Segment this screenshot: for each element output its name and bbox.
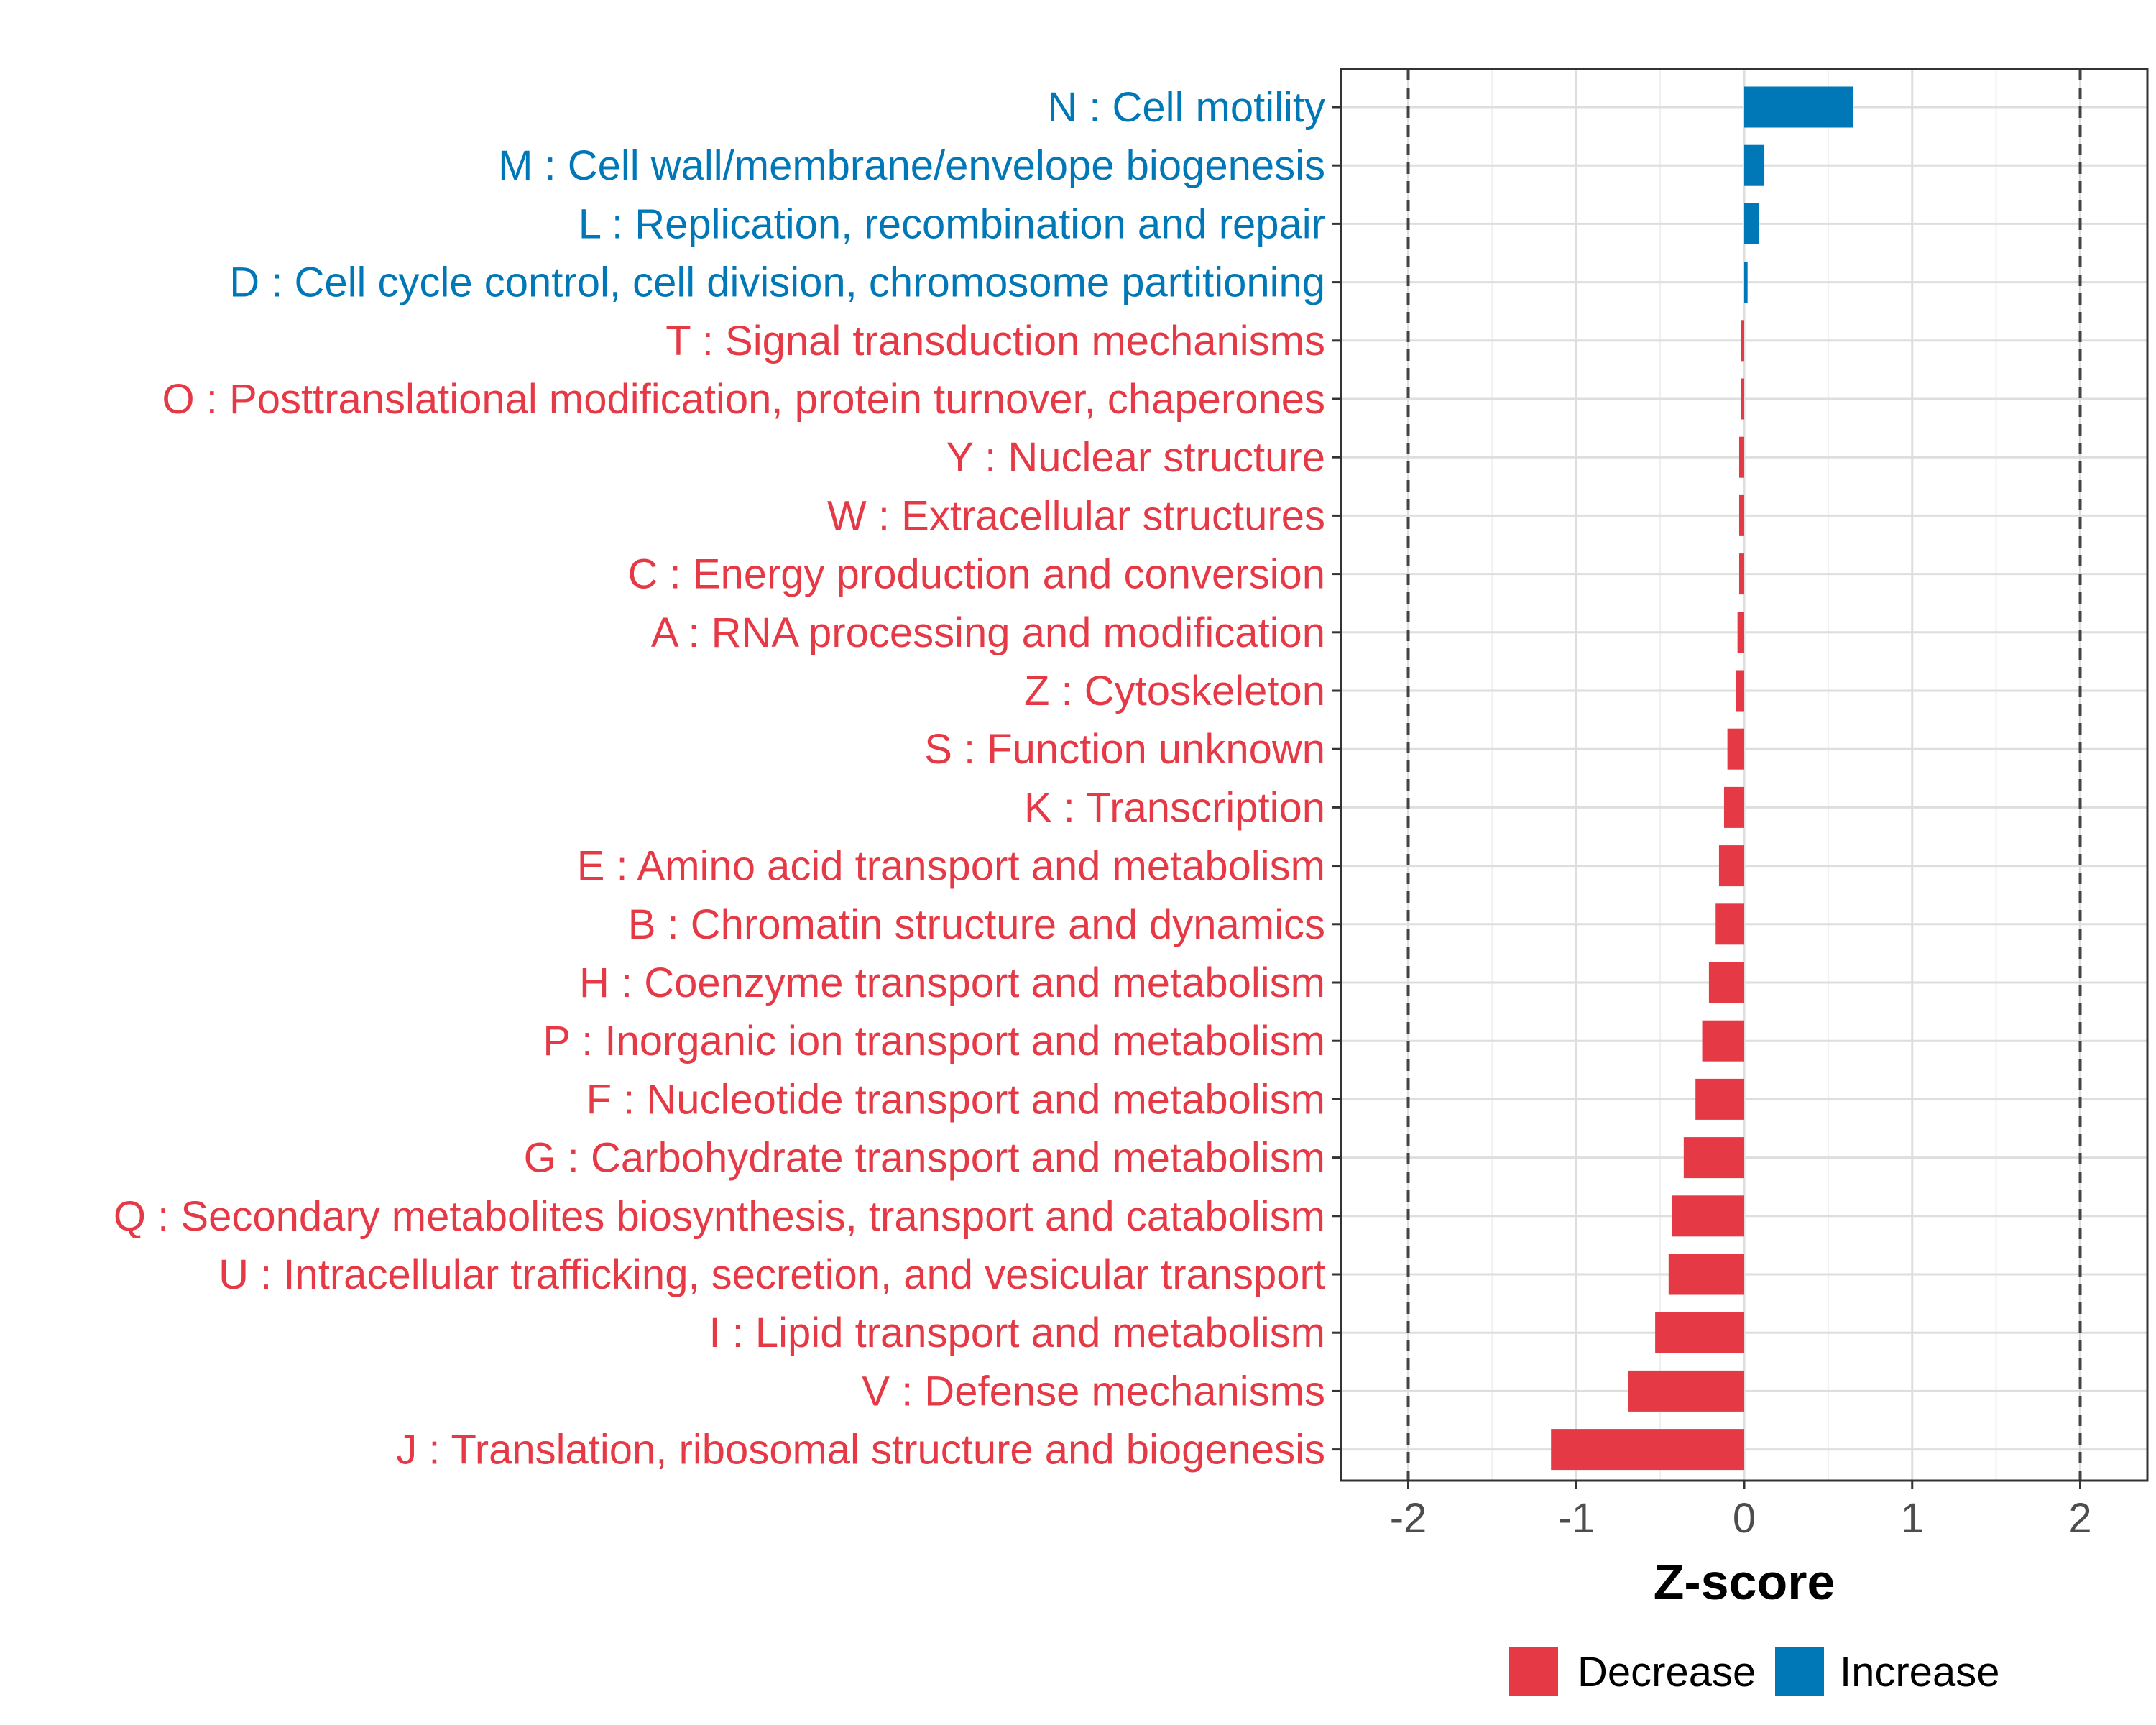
bar: [1628, 1370, 1744, 1412]
bar: [1668, 1254, 1744, 1295]
category-label: U : Intracellular trafficking, secretion…: [218, 1251, 1325, 1298]
category-label: B : Chromatin structure and dynamics: [628, 901, 1325, 948]
bar: [1738, 494, 1744, 536]
x-axis-ticks: [1407, 1481, 2081, 1489]
legend-swatch: [1775, 1647, 1824, 1696]
category-label: S : Function unknown: [924, 726, 1325, 773]
category-label: D : Cell cycle control, cell division, c…: [229, 259, 1325, 306]
category-label: P : Inorganic ion transport and metaboli…: [543, 1018, 1325, 1064]
bar: [1723, 786, 1744, 828]
bar: [1727, 728, 1744, 770]
bar: [1683, 1137, 1744, 1179]
legend-label: Increase: [1840, 1649, 1999, 1696]
bar: [1738, 553, 1744, 595]
reference-lines: [1406, 69, 2082, 1481]
category-label: V : Defense mechanisms: [862, 1368, 1325, 1414]
bar: [1741, 378, 1744, 420]
legend-label: Decrease: [1577, 1649, 1756, 1696]
bar: [1672, 1195, 1744, 1237]
category-label: H : Coenzyme transport and metabolism: [579, 960, 1325, 1006]
y-axis-ticks: [1332, 106, 1341, 1451]
category-label: A : RNA processing and modification: [651, 610, 1325, 656]
x-tick-label: 2: [2068, 1495, 2091, 1542]
category-label: N : Cell motility: [1047, 84, 1325, 131]
category-label: W : Extracellular structures: [827, 492, 1325, 539]
x-axis-title: Z-score: [1654, 1554, 1835, 1610]
bar: [1695, 1078, 1744, 1120]
bar: [1738, 436, 1744, 478]
category-label: T : Signal transduction mechanisms: [665, 318, 1325, 364]
bar: [1655, 1312, 1744, 1353]
category-label: M : Cell wall/membrane/envelope biogenes…: [498, 142, 1325, 189]
x-axis-labels: -2 -1 0 1 2: [1390, 1495, 2092, 1542]
category-label: J : Translation, ribosomal structure and…: [396, 1427, 1325, 1473]
category-label: E : Amino acid transport and metabolism: [577, 843, 1325, 890]
category-label: I : Lipid transport and metabolism: [709, 1310, 1325, 1356]
category-label: Y : Nuclear structure: [946, 434, 1325, 481]
category-label: F : Nucleotide transport and metabolism: [586, 1076, 1325, 1123]
x-tick-label: 0: [1733, 1495, 1756, 1542]
x-tick-label: 1: [1901, 1495, 1924, 1542]
bar: [1718, 845, 1744, 887]
x-tick-label: -1: [1557, 1495, 1595, 1542]
bar: [1737, 612, 1744, 653]
bar: [1741, 320, 1744, 362]
bar: [1708, 962, 1744, 1003]
category-label: Q : Secondary metabolites biosynthesis, …: [114, 1193, 1325, 1240]
bars: [1551, 86, 1853, 1471]
bar: [1715, 903, 1744, 945]
x-tick-label: -2: [1390, 1495, 1427, 1542]
category-label: G : Carbohydrate transport and metabolis…: [524, 1135, 1325, 1182]
bar: [1744, 86, 1853, 128]
legend-swatch: [1509, 1647, 1558, 1696]
category-label: K : Transcription: [1024, 784, 1325, 831]
bar: [1702, 1020, 1744, 1062]
category-label: L : Replication, recombination and repai…: [579, 201, 1325, 247]
bar: [1736, 670, 1744, 712]
legend: Decrease Increase: [1509, 1647, 1999, 1696]
bar: [1744, 144, 1765, 186]
bar: [1551, 1429, 1744, 1471]
category-label: C : Energy production and conversion: [628, 551, 1325, 598]
y-axis-labels: N : Cell motility M : Cell wall/membrane/…: [114, 84, 1325, 1473]
category-label: Z : Cytoskeleton: [1024, 668, 1325, 714]
bar: [1744, 203, 1760, 244]
category-label: O : Posttranslational modification, prot…: [162, 376, 1325, 423]
bar: [1744, 262, 1748, 303]
